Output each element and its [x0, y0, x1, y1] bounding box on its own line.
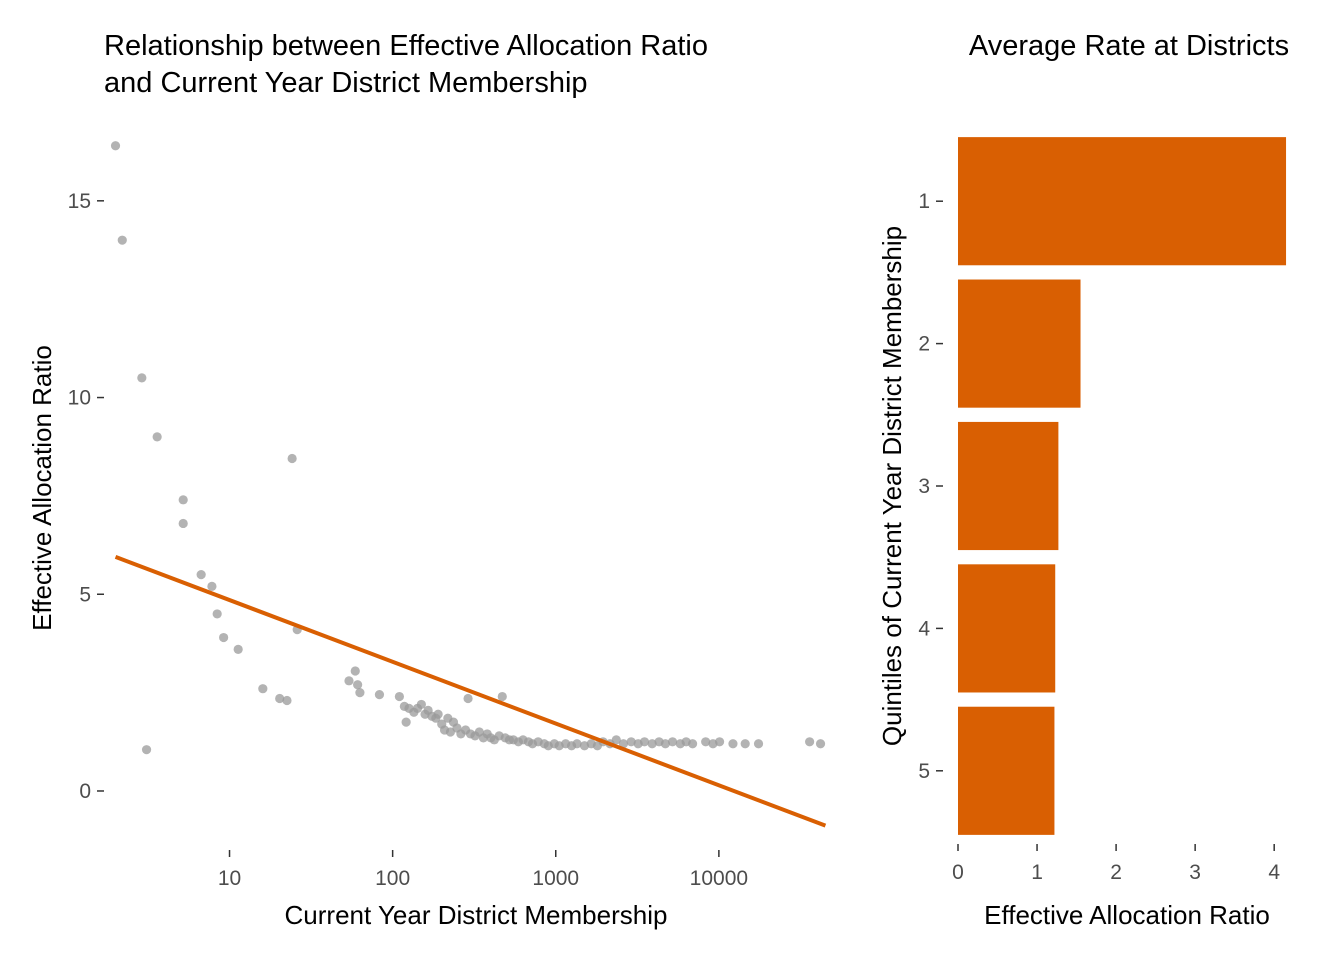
- scatter-point: [219, 632, 229, 643]
- scatter-point: [374, 689, 385, 700]
- scatter-point: [611, 735, 621, 745]
- y-tick-label: 4: [918, 617, 930, 640]
- scatter-panel: Relationship between Effective Allocatio…: [27, 30, 827, 930]
- bar-title: Average Rate at Districts: [969, 30, 1289, 62]
- scatter-point: [639, 737, 650, 747]
- bar-panel: Average Rate at Districts 0 1 2 3 4 1 2 3 4 5 Ef…: [877, 30, 1289, 930]
- scatter-point: [178, 495, 188, 505]
- scatter-point: [497, 691, 507, 702]
- scatter-point: [660, 739, 670, 749]
- y-tick-label: 5: [918, 760, 930, 783]
- trend-line: [114, 555, 827, 828]
- scatter-point: [344, 676, 354, 686]
- y-tick-label: 3: [918, 475, 930, 498]
- y-tick-label: 5: [79, 583, 91, 606]
- scatter-point: [433, 709, 443, 719]
- scatter-title-line-1: Relationship between Effective Allocatio…: [104, 30, 708, 62]
- scatter-point: [178, 518, 188, 529]
- scatter-point: [740, 739, 750, 749]
- scatter-point: [282, 695, 292, 706]
- y-tick-label: 15: [68, 190, 91, 213]
- scatter-point: [110, 141, 121, 151]
- scatter-x-label: Current Year District Membership: [285, 900, 668, 930]
- scatter-point: [728, 739, 738, 749]
- x-tick-label: 0: [952, 861, 964, 884]
- scatter-point: [152, 432, 162, 442]
- scatter-point: [401, 717, 411, 727]
- y-tick-label: 10: [68, 387, 91, 410]
- scatter-y-label: Effective Allocation Ratio: [27, 345, 57, 631]
- bar-x-axis: 0 1 2 3 4: [952, 844, 1280, 884]
- bar-x-label: Effective Allocation Ratio: [984, 900, 1270, 930]
- y-tick-label: 1: [918, 190, 930, 213]
- bars: [958, 137, 1287, 835]
- scatter-point: [258, 684, 268, 694]
- scatter-point: [815, 739, 826, 749]
- scatter-point: [701, 737, 711, 747]
- trend-line-group: [114, 555, 827, 828]
- y-tick-label: 0: [79, 780, 91, 803]
- scatter-point: [355, 688, 365, 698]
- scatter-point: [287, 453, 297, 464]
- bar-y-label: Quintiles of Current Year District Membe…: [877, 226, 907, 746]
- bar: [958, 137, 1287, 266]
- scatter-point: [647, 739, 657, 749]
- x-tick-label: 4: [1268, 861, 1280, 884]
- scatter-point: [207, 581, 217, 591]
- bar-y-axis: 1 2 3 4 5: [918, 190, 943, 783]
- scatter-y-axis: 0 5 10 15: [68, 190, 104, 803]
- scatter-point: [233, 644, 243, 654]
- scatter-point: [626, 737, 636, 747]
- scatter-point: [805, 737, 815, 747]
- scatter-point: [350, 666, 360, 676]
- scatter-point: [463, 693, 473, 704]
- scatter-point: [196, 569, 206, 580]
- scatter-point: [687, 739, 698, 749]
- x-tick-label: 10: [218, 867, 241, 890]
- scatter-point: [212, 609, 222, 619]
- scatter-point: [416, 699, 426, 710]
- scatter-point: [353, 680, 363, 690]
- bar: [958, 279, 1081, 408]
- x-tick-label: 1: [1031, 861, 1043, 884]
- bar: [958, 706, 1055, 835]
- x-tick-label: 1000: [532, 867, 579, 890]
- scatter-point: [714, 737, 725, 747]
- scatter-point: [117, 235, 127, 245]
- x-tick-label: 100: [375, 867, 410, 890]
- scatter-point: [667, 737, 678, 747]
- y-tick-label: 2: [918, 333, 930, 356]
- scatter-point: [141, 745, 152, 755]
- scatter-point: [275, 693, 285, 704]
- x-tick-label: 10000: [690, 867, 748, 890]
- scatter-point: [394, 691, 404, 702]
- scatter-point: [753, 739, 764, 749]
- scatter-x-axis: 10 100 1000 10000: [218, 850, 748, 890]
- scatter-point: [618, 739, 629, 749]
- scatter-title-line-2: and Current Year District Membership: [104, 67, 588, 99]
- x-tick-label: 3: [1189, 861, 1201, 884]
- scatter-points: [110, 141, 826, 755]
- bar: [958, 421, 1059, 551]
- bar: [958, 564, 1056, 693]
- x-tick-label: 2: [1110, 861, 1122, 884]
- scatter-point: [572, 739, 582, 749]
- scatter-point: [137, 373, 147, 383]
